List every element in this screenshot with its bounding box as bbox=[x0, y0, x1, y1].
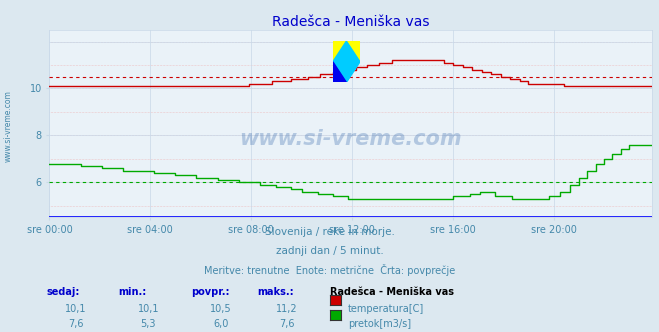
Polygon shape bbox=[333, 41, 347, 62]
Text: Slovenija / reke in morje.: Slovenija / reke in morje. bbox=[264, 227, 395, 237]
Text: Radešca - Meniška vas: Radešca - Meniška vas bbox=[330, 287, 453, 297]
Title: Radešca - Meniška vas: Radešca - Meniška vas bbox=[272, 15, 430, 29]
Text: 10,5: 10,5 bbox=[210, 304, 231, 314]
Text: temperatura[C]: temperatura[C] bbox=[348, 304, 424, 314]
Text: 11,2: 11,2 bbox=[276, 304, 297, 314]
Text: www.si-vreme.com: www.si-vreme.com bbox=[240, 129, 462, 149]
Polygon shape bbox=[333, 62, 347, 82]
Polygon shape bbox=[333, 41, 360, 82]
Text: 10,1: 10,1 bbox=[138, 304, 159, 314]
Text: min.:: min.: bbox=[119, 287, 147, 297]
Text: maks.:: maks.: bbox=[257, 287, 294, 297]
Text: 7,6: 7,6 bbox=[68, 319, 84, 329]
Text: povpr.:: povpr.: bbox=[191, 287, 229, 297]
Text: sedaj:: sedaj: bbox=[46, 287, 80, 297]
Text: pretok[m3/s]: pretok[m3/s] bbox=[348, 319, 411, 329]
Text: 5,3: 5,3 bbox=[140, 319, 156, 329]
Text: 6,0: 6,0 bbox=[213, 319, 229, 329]
Text: Meritve: trenutne  Enote: metrične  Črta: povprečje: Meritve: trenutne Enote: metrične Črta: … bbox=[204, 264, 455, 276]
Text: zadnji dan / 5 minut.: zadnji dan / 5 minut. bbox=[275, 246, 384, 256]
Polygon shape bbox=[347, 41, 360, 62]
Text: 10,1: 10,1 bbox=[65, 304, 86, 314]
Text: www.si-vreme.com: www.si-vreme.com bbox=[3, 90, 13, 162]
Text: 7,6: 7,6 bbox=[279, 319, 295, 329]
